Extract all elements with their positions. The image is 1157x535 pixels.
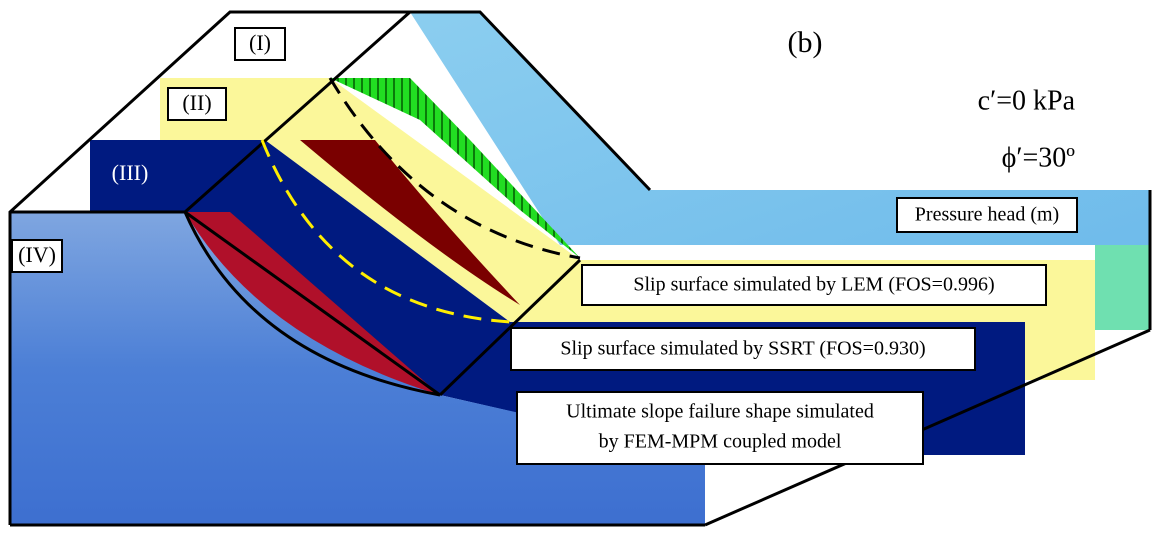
parameter: c′=0 kPa [978, 85, 1076, 116]
layer-label: (II) [182, 90, 211, 115]
layer-i-front [1095, 245, 1150, 330]
annotation: Ultimate slope failure shape simulated [566, 401, 874, 423]
parameter: ϕ′=30º [1002, 142, 1076, 173]
layer-label: (IV) [18, 242, 56, 267]
slope-diagram: (I) (II) (III) (IV) (b) c′=0 kPa ϕ′=30º … [0, 0, 1157, 535]
layer-label: (I) [249, 30, 271, 55]
annotation: Slip surface simulated by SSRT (FOS=0.93… [560, 338, 925, 360]
panel-label: (b) [788, 26, 823, 59]
annotation: Slip surface simulated by LEM (FOS=0.996… [633, 274, 994, 296]
layer-label: (III) [112, 160, 149, 185]
annotation: by FEM-MPM coupled model [599, 431, 842, 453]
annotation: Pressure head (m) [915, 204, 1059, 226]
